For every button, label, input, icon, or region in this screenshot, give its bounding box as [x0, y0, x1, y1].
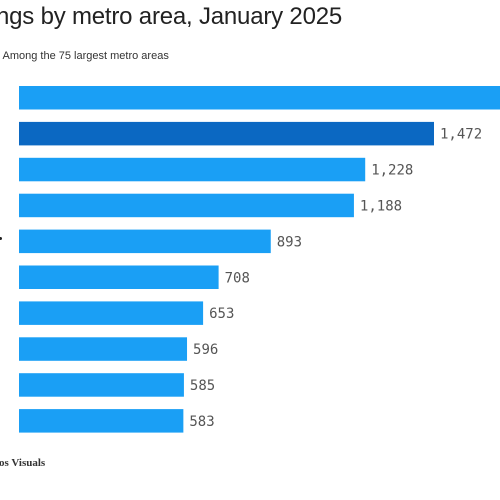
- bar-2: [19, 157, 366, 182]
- chart-subtitle: ; Among the 75 largest metro areas: [0, 50, 169, 62]
- bar-8: [19, 373, 184, 397]
- bar-value-label-6: 653: [209, 306, 234, 322]
- bar-0: [19, 86, 500, 110]
- bar-1: [19, 121, 434, 146]
- bar-value-label-2: 1,228: [371, 163, 413, 179]
- clipped-category-label-fragment: [0, 237, 2, 240]
- bar-7: [19, 337, 188, 361]
- bar-value-label-4: 893: [277, 234, 302, 250]
- bar-value-label-3: 1,188: [360, 198, 402, 214]
- bar-value-label-9: 583: [189, 414, 214, 430]
- bar-value-label-1: 1,472: [440, 127, 482, 143]
- source-credit: ios Visuals: [0, 457, 46, 469]
- bar-6: [19, 301, 204, 325]
- bar-value-label-5: 708: [225, 270, 250, 286]
- bar-9: [19, 409, 184, 433]
- bar-5: [19, 265, 219, 289]
- bar-3: [19, 193, 354, 218]
- bar-4: [19, 229, 271, 254]
- bar-value-label-8: 585: [190, 378, 215, 394]
- chart-title: ngs by metro area, January 2025: [0, 3, 343, 30]
- bar-value-label-7: 596: [193, 342, 218, 358]
